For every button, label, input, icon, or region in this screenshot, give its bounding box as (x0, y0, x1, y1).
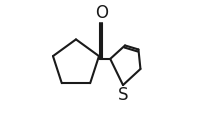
Text: S: S (117, 86, 128, 104)
Text: O: O (94, 4, 107, 22)
